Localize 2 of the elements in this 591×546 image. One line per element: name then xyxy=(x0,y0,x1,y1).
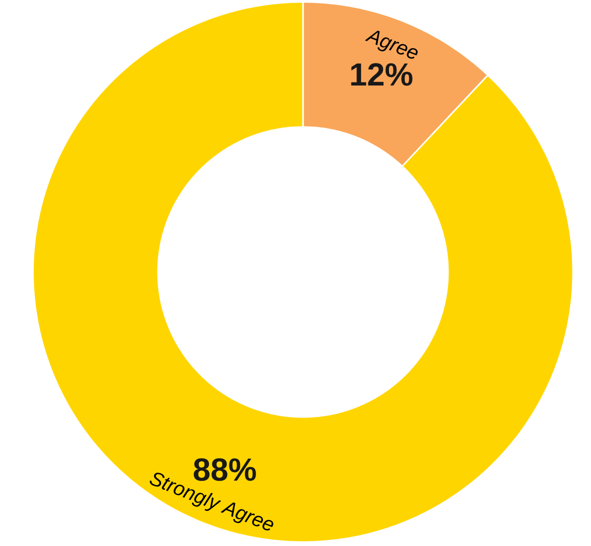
data-label: 12% xyxy=(351,63,412,86)
slice-label: Agree xyxy=(364,30,418,59)
